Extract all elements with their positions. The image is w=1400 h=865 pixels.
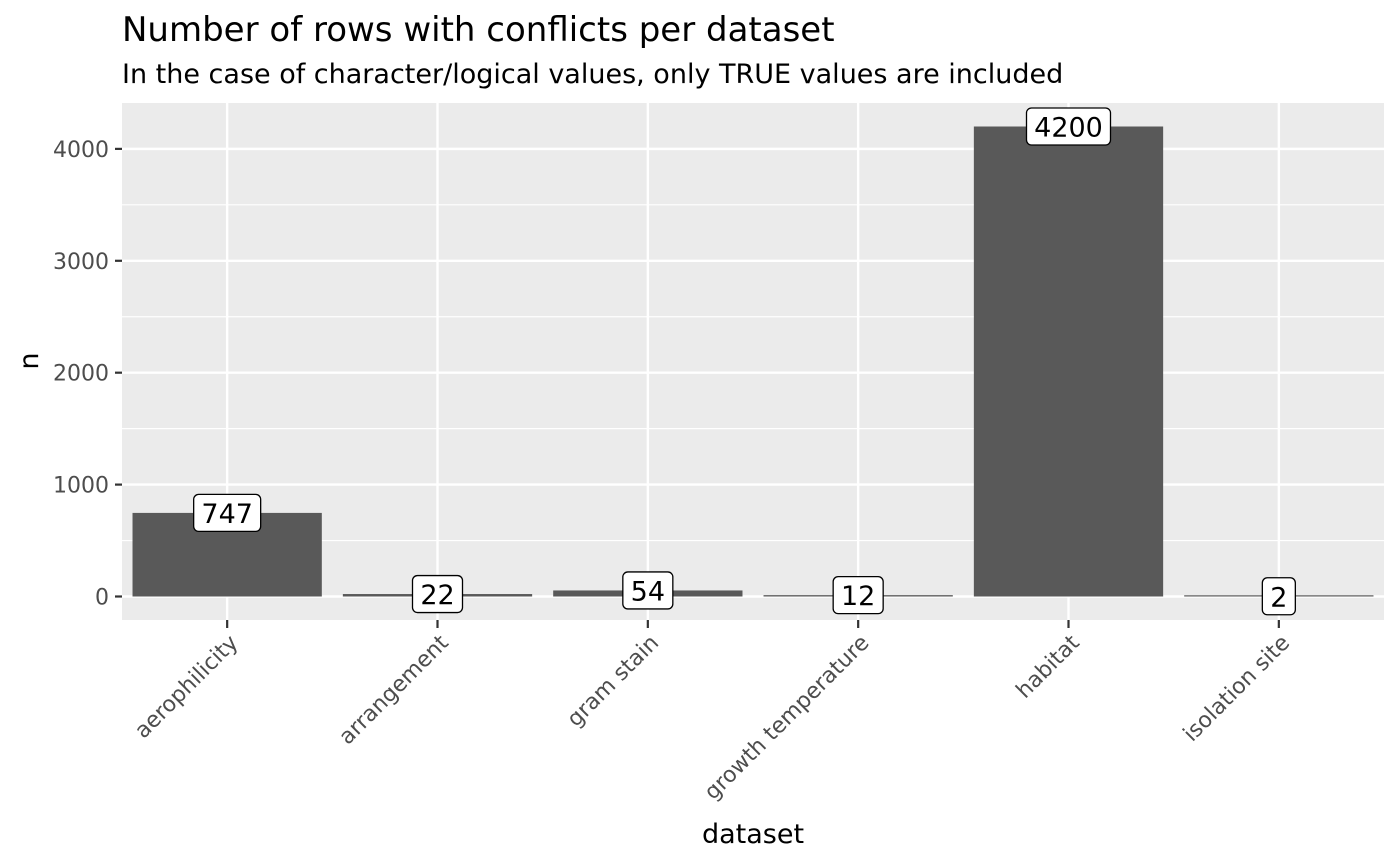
x-tick-label: growth temperature [700,631,875,806]
y-axis-title: n [14,352,45,369]
data-label-box [411,574,464,614]
data-label-arrangement: 22 [411,574,464,614]
x-tick-label: gram stain [563,631,665,733]
data-label-text: 22 [420,580,454,611]
data-label-text: 12 [841,581,875,612]
data-label-habitat: 4200 [1025,107,1112,146]
y-tick-label: 4000 [53,138,109,163]
x-tick-label: aerophilicity [130,631,243,744]
plot-panel [122,103,1384,620]
data-label-text: 4200 [1034,113,1103,144]
bars [132,126,1374,597]
data-label-gram-stain: 54 [622,571,674,610]
data-label-text: 747 [201,499,253,530]
data-label-box [832,576,884,615]
data-label-box [1025,107,1112,146]
grid-minor [122,204,1384,542]
y-axis: 0 1000 2000 3000 4000 [53,138,122,611]
data-label-box [1261,577,1296,616]
data-label-box [622,571,674,610]
chart-subtitle: In the case of character/logical values,… [122,59,1063,90]
data-label-isolation-site: 2 [1261,577,1296,616]
data-label-text: 2 [1270,582,1287,613]
x-axis: aerophilicity arrangement gram stain growth… [130,620,1295,805]
y-tick-label: 1000 [53,474,109,499]
chart-title: Number of rows with conflicts per datase… [122,10,835,50]
y-tick-label: 2000 [53,362,109,387]
x-tick-label: isolation site [1179,631,1295,747]
data-label-box [193,493,262,533]
data-label-aerophilicity: 747 [193,493,262,533]
y-tick-label: 0 [95,586,109,611]
data-labels: 747 22 54 12 4200 2 [193,107,1296,616]
y-tick-label: 3000 [53,250,109,275]
x-tick-label: arrangement [334,630,454,750]
data-label-text: 54 [631,576,665,607]
data-label-growth-temperature: 12 [832,576,884,615]
bar-habitat [973,126,1164,597]
x-tick-label: habitat [1012,630,1085,703]
x-axis-title: dataset [702,819,804,850]
